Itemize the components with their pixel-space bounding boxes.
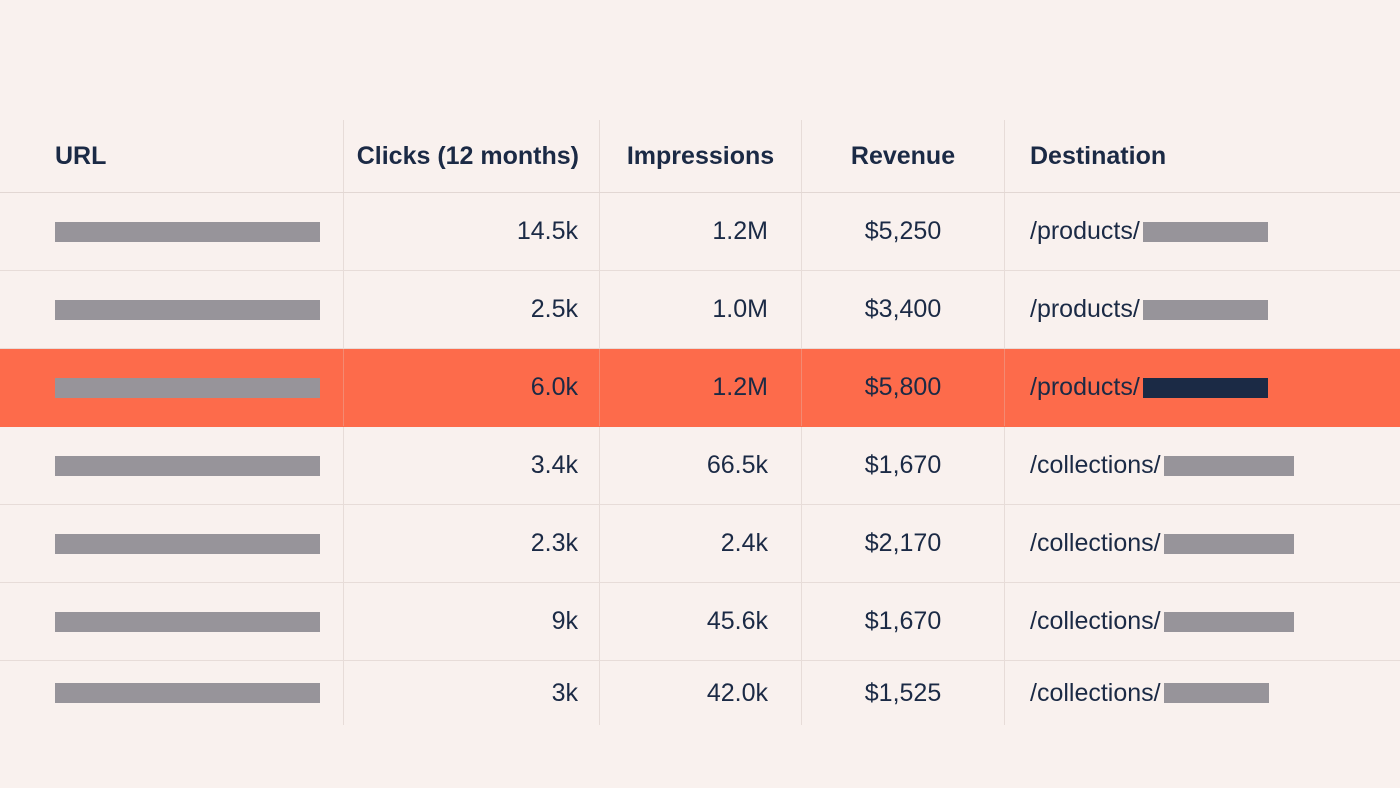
impressions-cell: 1.2M [600, 349, 802, 426]
url-cell [0, 349, 344, 426]
column-header-url[interactable]: URL [0, 120, 344, 192]
redacted-url [55, 683, 320, 703]
table-row-highlighted[interactable]: 6.0k 1.2M $5,800 /products/ [0, 349, 1400, 427]
column-header-impressions[interactable]: Impressions [600, 120, 802, 192]
table-row[interactable]: 3.4k 66.5k $1,670 /collections/ [0, 427, 1400, 505]
redacted-destination-slug [1142, 221, 1268, 242]
revenue-cell: $1,670 [802, 583, 1005, 660]
column-header-clicks[interactable]: Clicks (12 months) [344, 120, 600, 192]
impressions-cell: 2.4k [600, 505, 802, 582]
clicks-cell: 9k [344, 583, 600, 660]
redacted-destination-slug [1163, 611, 1294, 632]
url-cell [0, 271, 344, 348]
clicks-cell: 3k [344, 661, 600, 725]
table-row[interactable]: 3k 42.0k $1,525 /collections/ [0, 661, 1400, 725]
column-header-destination[interactable]: Destination [1030, 141, 1167, 170]
destination-cell: /products/ [1005, 349, 1400, 426]
table-header-row: URL Clicks (12 months) Impressions Reven… [0, 120, 1400, 193]
redacted-destination-slug [1163, 683, 1269, 703]
revenue-cell: $1,670 [802, 427, 1005, 504]
redacted-url [55, 221, 320, 242]
redacted-destination-slug [1142, 377, 1268, 398]
redacted-url [55, 377, 320, 398]
destination-path: /products/ [1030, 295, 1140, 323]
destination-path: /collections/ [1030, 678, 1161, 707]
destination-path: /collections/ [1030, 529, 1161, 557]
redacted-url [55, 533, 320, 554]
destination-cell: /collections/ [1005, 505, 1400, 582]
redacted-destination-slug [1142, 299, 1268, 320]
redacted-destination-slug [1163, 455, 1294, 476]
url-cell [0, 427, 344, 504]
destination-path: /products/ [1030, 373, 1140, 401]
table-row[interactable]: 9k 45.6k $1,670 /collections/ [0, 583, 1400, 661]
impressions-cell: 66.5k [600, 427, 802, 504]
url-cell [0, 505, 344, 582]
destination-path: /collections/ [1030, 607, 1161, 635]
table-row[interactable]: 2.3k 2.4k $2,170 /collections/ [0, 505, 1400, 583]
destination-cell: /collections/ [1005, 583, 1400, 660]
destination-cell: /products/ [1005, 271, 1400, 348]
url-cell [0, 193, 344, 270]
destination-path: /products/ [1030, 217, 1140, 245]
revenue-cell: $1,525 [802, 661, 1005, 725]
clicks-cell: 6.0k [344, 349, 600, 426]
revenue-cell: $5,800 [802, 349, 1005, 426]
url-cell [0, 661, 344, 725]
redacted-url [55, 611, 320, 632]
destination-cell: /products/ [1005, 193, 1400, 270]
destination-path: /collections/ [1030, 451, 1161, 479]
table-row[interactable]: 14.5k 1.2M $5,250 /products/ [0, 193, 1400, 271]
revenue-cell: $5,250 [802, 193, 1005, 270]
impressions-cell: 42.0k [600, 661, 802, 725]
clicks-cell: 2.5k [344, 271, 600, 348]
clicks-cell: 3.4k [344, 427, 600, 504]
destination-cell: /collections/ [1005, 661, 1400, 725]
redacted-url [55, 455, 320, 476]
destination-cell: /collections/ [1005, 427, 1400, 504]
revenue-cell: $2,170 [802, 505, 1005, 582]
revenue-cell: $3,400 [802, 271, 1005, 348]
redacted-url [55, 299, 320, 320]
redacted-destination-slug [1163, 533, 1294, 554]
table-row[interactable]: 2.5k 1.0M $3,400 /products/ [0, 271, 1400, 349]
clicks-cell: 14.5k [344, 193, 600, 270]
impressions-cell: 45.6k [600, 583, 802, 660]
impressions-cell: 1.0M [600, 271, 802, 348]
url-cell [0, 583, 344, 660]
impressions-cell: 1.2M [600, 193, 802, 270]
data-table: URL Clicks (12 months) Impressions Reven… [0, 120, 1400, 725]
column-header-revenue[interactable]: Revenue [802, 120, 1005, 192]
clicks-cell: 2.3k [344, 505, 600, 582]
